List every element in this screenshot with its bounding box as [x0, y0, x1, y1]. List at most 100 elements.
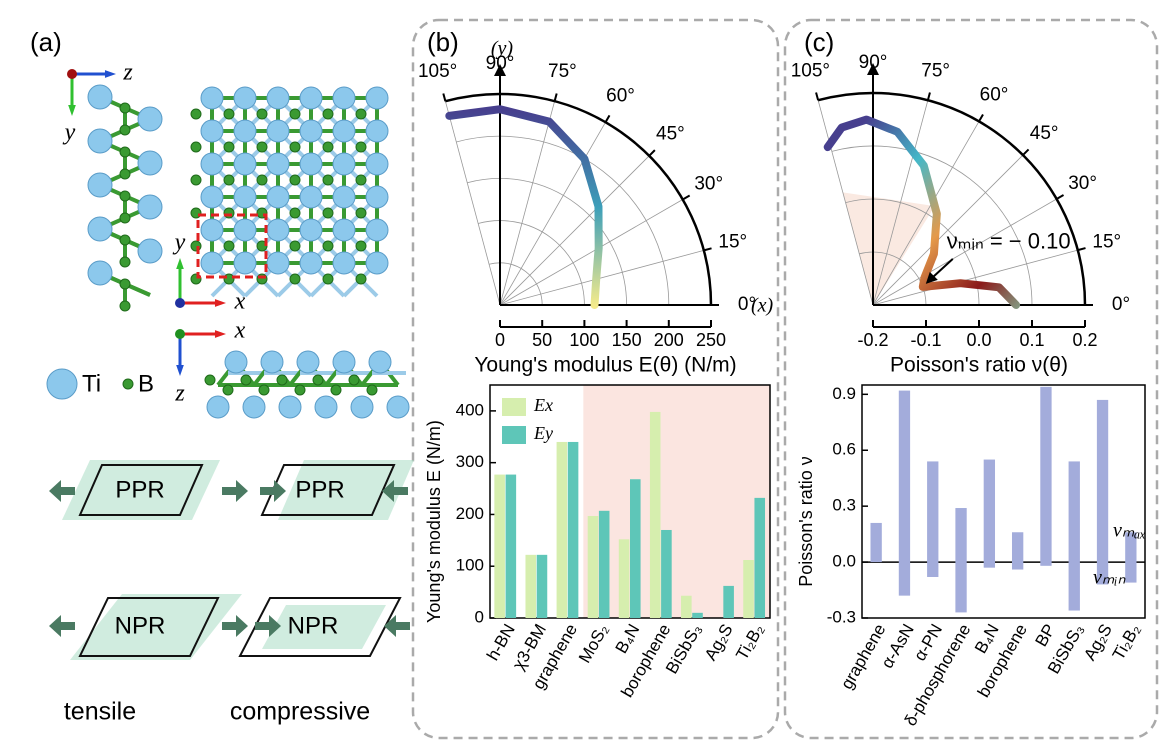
b-atom: [240, 374, 252, 386]
ti-atom: [332, 185, 356, 209]
b-atom: [119, 124, 131, 136]
ti-atom: [332, 218, 356, 242]
y-tick-label: 0.9: [832, 384, 856, 403]
bar: [723, 585, 734, 618]
ti-atom: [137, 194, 163, 220]
b-atom: [330, 384, 342, 396]
bar: [692, 612, 703, 618]
b-atom: [289, 141, 301, 153]
b-atom: [122, 378, 134, 390]
ti-atom: [266, 251, 290, 275]
curve: [823, 115, 1021, 309]
b-atom: [355, 141, 367, 153]
b-atom: [119, 278, 131, 290]
b-atom: [289, 240, 301, 252]
parallelogram: [278, 460, 414, 520]
ti-atom: [332, 251, 356, 275]
bar: [754, 497, 766, 618]
b-atom: [256, 141, 268, 153]
angle-label: 45°: [656, 124, 685, 145]
y-tick-label: 400: [456, 400, 484, 419]
y-axis-title: Young's modulus E (N/m): [424, 420, 444, 623]
b-atom: [190, 108, 202, 120]
b-atom: [223, 240, 235, 252]
angle-label: 105°: [791, 60, 830, 81]
force-arrow: [255, 615, 281, 637]
force-arrow: [222, 480, 248, 502]
ti-atom: [299, 185, 323, 209]
r-tick-label: -0.1: [910, 330, 941, 350]
bar: [587, 515, 599, 618]
axis-origin: [67, 69, 77, 79]
angle-tick: [1056, 194, 1065, 200]
angle-label: 75°: [921, 60, 950, 81]
angle-label: 0°: [738, 294, 756, 315]
b-atom: [119, 212, 131, 224]
outer-arc: [445, 92, 713, 306]
force-arrow: [49, 480, 75, 502]
ti-atom: [299, 218, 323, 242]
scheme-label: NPR: [115, 612, 166, 639]
axis-label: (x): [751, 295, 774, 317]
ti-atom: [233, 251, 257, 275]
b-atom: [190, 174, 202, 186]
b-atom: [222, 384, 234, 396]
annotation: νₘᵢₙ = − 0.10: [947, 229, 1071, 254]
angle-label: 90°: [859, 52, 888, 73]
ti-atom: [386, 395, 410, 419]
ti-atom: [299, 119, 323, 143]
b-atom: [322, 207, 334, 219]
b-atom: [190, 141, 202, 153]
ti-atom: [46, 368, 78, 400]
panel-label: (b): [427, 27, 459, 57]
ti-atom: [233, 152, 257, 176]
grid-arc: [488, 262, 543, 306]
annotation: νₘₐₓ: [1113, 520, 1146, 542]
b-atom: [289, 174, 301, 186]
bar: [955, 508, 967, 613]
ti-atom: [242, 395, 266, 419]
b-atom: [204, 374, 216, 386]
ti-atom: [137, 106, 163, 132]
spoke: [499, 250, 704, 306]
b-atom: [276, 374, 288, 386]
bar: [630, 479, 641, 618]
parallelogram: [78, 464, 204, 516]
angle-tick: [1077, 247, 1086, 252]
angle-label: 105°: [418, 61, 457, 82]
angle-label: 0°: [1112, 294, 1130, 315]
bar: [681, 595, 692, 618]
angle-tick: [553, 93, 558, 102]
arrow-head: [494, 64, 506, 76]
ti-atom: [365, 251, 389, 275]
scheme-label: PPR: [115, 476, 164, 503]
panel-label: (a): [30, 27, 62, 57]
x-tick-label: BP: [1031, 621, 1059, 650]
parallelogram: [70, 594, 242, 660]
b-atom: [322, 273, 334, 285]
b-atom: [258, 384, 270, 396]
b-atom: [294, 384, 306, 396]
arrow-head: [176, 258, 184, 270]
bar: [598, 510, 610, 618]
angle-tick: [926, 92, 931, 101]
unit-cell: [196, 213, 268, 279]
bar: [505, 474, 517, 618]
ti-atom: [365, 86, 389, 110]
ti-atom: [365, 185, 389, 209]
bar: [661, 529, 672, 618]
bar: [1068, 461, 1080, 611]
ti-atom: [266, 86, 290, 110]
ti-atom: [314, 395, 338, 419]
b-atom: [256, 108, 268, 120]
ti-atom: [365, 218, 389, 242]
curve: [445, 105, 603, 309]
b-atom: [223, 174, 235, 186]
ti-atom: [137, 150, 163, 176]
y-tick-label: 200: [456, 504, 484, 523]
b-atom: [119, 168, 131, 180]
bar: [743, 560, 754, 618]
r-tick-label: 250: [696, 330, 726, 350]
legend-label: Ey: [533, 423, 553, 443]
force-arrow: [260, 480, 286, 502]
